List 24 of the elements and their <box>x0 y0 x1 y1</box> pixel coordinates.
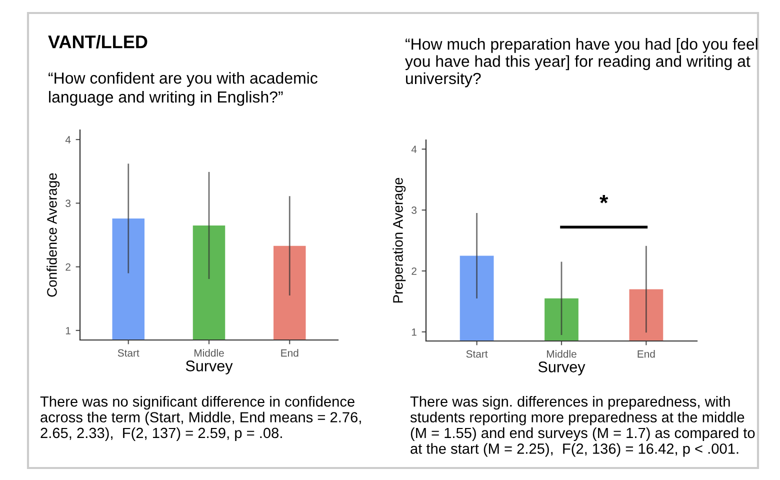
annotation: * <box>600 195 608 204</box>
y-tick-label: 2 <box>412 267 416 275</box>
y-tick-label: 4 <box>411 146 417 153</box>
chart-title: “How much preparation have you had [do you feel you have had this year] for reading and writing at university? <box>405 38 758 88</box>
x-tick-label: End <box>638 350 655 358</box>
chart-title: VANT/LLED <box>48 35 148 48</box>
y-tick-label: 1 <box>66 327 70 334</box>
x-axis-title: Survey <box>186 360 233 374</box>
x-tick-label: Middle <box>547 350 576 358</box>
x-tick-label: End <box>281 349 298 357</box>
text: There was no significant difference in confidence across the term (Start, Middle, End means = 2.76, 2.65, 2.33), F(2, 137) = 2.59, p = .08. <box>40 396 361 442</box>
y-tick-label: 3 <box>412 206 417 214</box>
y-axis-title: Preperation Average <box>392 178 406 303</box>
chart-subtitle: “How confident are you with academic language and writing in English?” <box>48 72 318 106</box>
text: There was sign. differences in preparedness, with students reporting more preparedness at the middle (M = 1.55) and end surveys (M = 1.7) as compared to at the start (M = 2.25), F(2, 136) = 16.42, p < .001. <box>410 396 755 457</box>
x-tick-label: Start <box>466 350 488 358</box>
y-axis-title: Confidence Average <box>46 173 60 297</box>
x-tick-label: Start <box>118 349 140 357</box>
y-tick-label: 3 <box>66 200 71 208</box>
y-tick-label: 1 <box>412 328 416 336</box>
y-tick-label: 4 <box>65 136 71 144</box>
x-tick-label: Middle <box>194 349 224 357</box>
y-tick-label: 2 <box>66 263 70 271</box>
x-axis-title: Survey <box>538 362 586 376</box>
